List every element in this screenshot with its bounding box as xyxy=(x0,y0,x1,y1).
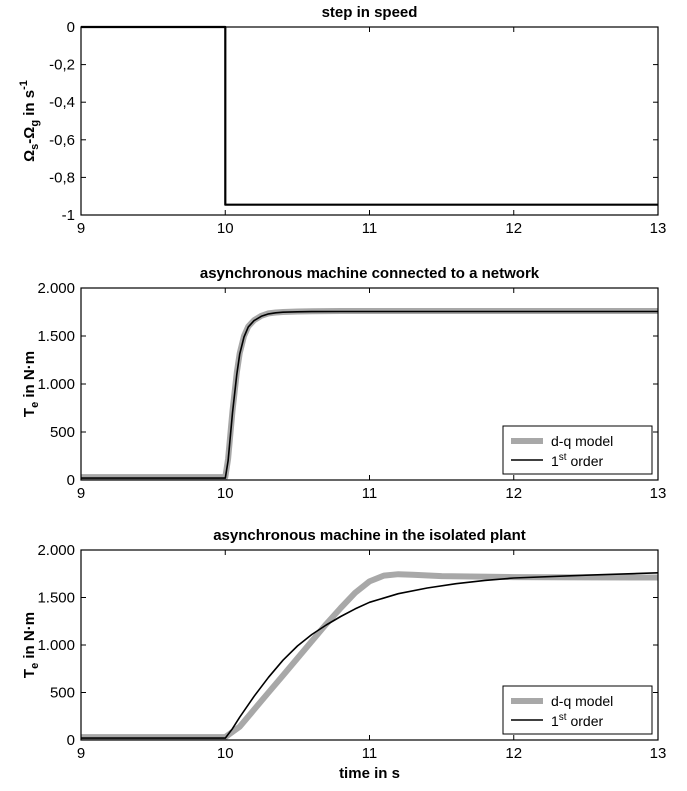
y-tick-label: 0 xyxy=(67,19,75,36)
chart-title: step in speed xyxy=(322,4,418,21)
x-tick-label: 12 xyxy=(505,485,522,502)
y-tick-label: 1.500 xyxy=(37,590,75,607)
y-tick-label: 1.000 xyxy=(37,637,75,654)
y-tick-label: -1 xyxy=(62,207,75,224)
x-tick-label: 9 xyxy=(77,485,85,502)
y-tick-label: 1.000 xyxy=(37,376,75,393)
chart-panel-2: asynchronous machine connected to a netw… xyxy=(21,265,666,502)
legend-box xyxy=(502,685,653,735)
chart-panel-3: asynchronous machine in the isolated pla… xyxy=(21,527,666,782)
x-tick-label: 11 xyxy=(362,745,378,762)
y-axis-label: Ωs-Ωg in s-1 xyxy=(18,80,41,162)
x-tick-label: 11 xyxy=(362,220,378,237)
chart-title: asynchronous machine in the isolated pla… xyxy=(213,527,526,544)
y-tick-label: 2.000 xyxy=(37,542,75,559)
x-tick-label: 10 xyxy=(217,745,234,762)
y-axis-label: Te in N·m xyxy=(21,351,41,417)
x-tick-label: 10 xyxy=(217,220,234,237)
x-tick-label: 10 xyxy=(217,485,234,502)
y-tick-label: -0,8 xyxy=(49,169,75,186)
plot-frame xyxy=(80,549,659,741)
y-tick-label: 0 xyxy=(67,732,75,749)
chart-panel-1: step in speed 9 10 11 12 13 0 -0,2 -0,4 -0,6 -0,8 -… xyxy=(18,4,666,237)
x-tick-label: 9 xyxy=(77,220,85,237)
plot-frame xyxy=(80,26,659,216)
legend-label-dq: d-q model xyxy=(551,693,613,709)
y-tick-label: -0,2 xyxy=(49,57,75,74)
y-tick-label: 2.000 xyxy=(37,280,75,297)
plot-frame xyxy=(80,287,659,481)
y-tick-label: 500 xyxy=(50,424,75,441)
legend: d-q model 1st order xyxy=(502,425,653,475)
y-tick-label: -0,6 xyxy=(49,132,75,149)
legend-box xyxy=(502,425,653,475)
x-tick-label: 9 xyxy=(77,745,85,762)
legend-label-first-order: 1st order xyxy=(551,712,603,729)
y-axis-label: Te in N·m xyxy=(21,612,41,678)
series-line-d-q-model xyxy=(81,571,659,741)
x-tick-label: 11 xyxy=(362,485,378,502)
x-axis-label: time in s xyxy=(339,765,400,782)
y-tick-label: -0,4 xyxy=(49,94,75,111)
series-line-1st-order xyxy=(81,310,658,479)
legend-label-first-order: 1st order xyxy=(551,452,603,469)
x-tick-label: 12 xyxy=(505,220,522,237)
x-tick-label: 13 xyxy=(650,485,667,502)
y-tick-label: 0 xyxy=(67,472,75,489)
x-tick-label: 12 xyxy=(505,745,522,762)
series-line-1 xyxy=(81,25,658,206)
legend: d-q model 1st order xyxy=(502,685,653,735)
legend-label-dq: d-q model xyxy=(551,433,613,449)
y-tick-label: 500 xyxy=(50,685,75,702)
series-line-1st-order xyxy=(81,572,659,739)
x-tick-label: 13 xyxy=(650,220,667,237)
x-tick-label: 13 xyxy=(650,745,667,762)
y-tick-label: 1.500 xyxy=(37,328,75,345)
chart-title: asynchronous machine connected to a netw… xyxy=(200,265,540,282)
